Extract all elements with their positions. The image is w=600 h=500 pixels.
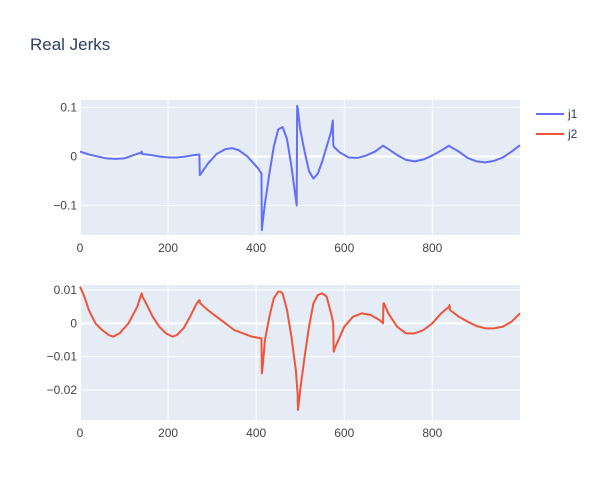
y-ticks-j1: 0.1 0 −0.1 <box>53 100 77 212</box>
x-tick-label: 600 <box>334 241 354 255</box>
x-tick-label: 600 <box>334 426 354 440</box>
x-tick-label: 800 <box>422 426 442 440</box>
x-ticks-j2: 0 200 400 600 800 <box>77 426 443 440</box>
y-tick-label: 0.01 <box>54 283 78 297</box>
x-tick-label: 0 <box>77 426 84 440</box>
legend-item-j1[interactable]: j1 <box>536 107 578 121</box>
x-tick-label: 200 <box>158 241 178 255</box>
x-tick-label: 400 <box>246 241 266 255</box>
y-ticks-j2: 0.01 0 −0.01 −0.02 <box>47 283 78 397</box>
x-ticks-j1: 0 200 400 600 800 <box>77 241 443 255</box>
chart-title: Real Jerks <box>30 35 110 54</box>
legend-label-j2: j2 <box>567 127 578 141</box>
x-tick-label: 800 <box>422 241 442 255</box>
x-tick-label: 0 <box>77 241 84 255</box>
y-tick-label: 0.1 <box>60 100 77 114</box>
legend-label-j1: j1 <box>567 107 578 121</box>
y-tick-label: 0 <box>70 316 77 330</box>
subplot-j1: 0 200 400 600 800 0.1 0 −0.1 <box>53 100 521 255</box>
legend[interactable]: j1 j2 <box>536 107 578 141</box>
y-tick-label: −0.1 <box>53 199 77 213</box>
legend-item-j2[interactable]: j2 <box>536 127 578 141</box>
y-tick-label: −0.01 <box>47 350 78 364</box>
series-line-j1 <box>79 104 521 232</box>
gridlines-j2 <box>79 285 520 420</box>
x-tick-label: 400 <box>246 426 266 440</box>
series-line-j2 <box>79 286 521 411</box>
subplot-j2: 0 200 400 600 800 0.01 0 −0.01 −0.02 <box>47 283 521 440</box>
y-tick-label: 0 <box>70 149 77 163</box>
y-tick-label: −0.02 <box>47 383 78 397</box>
x-tick-label: 200 <box>158 426 178 440</box>
